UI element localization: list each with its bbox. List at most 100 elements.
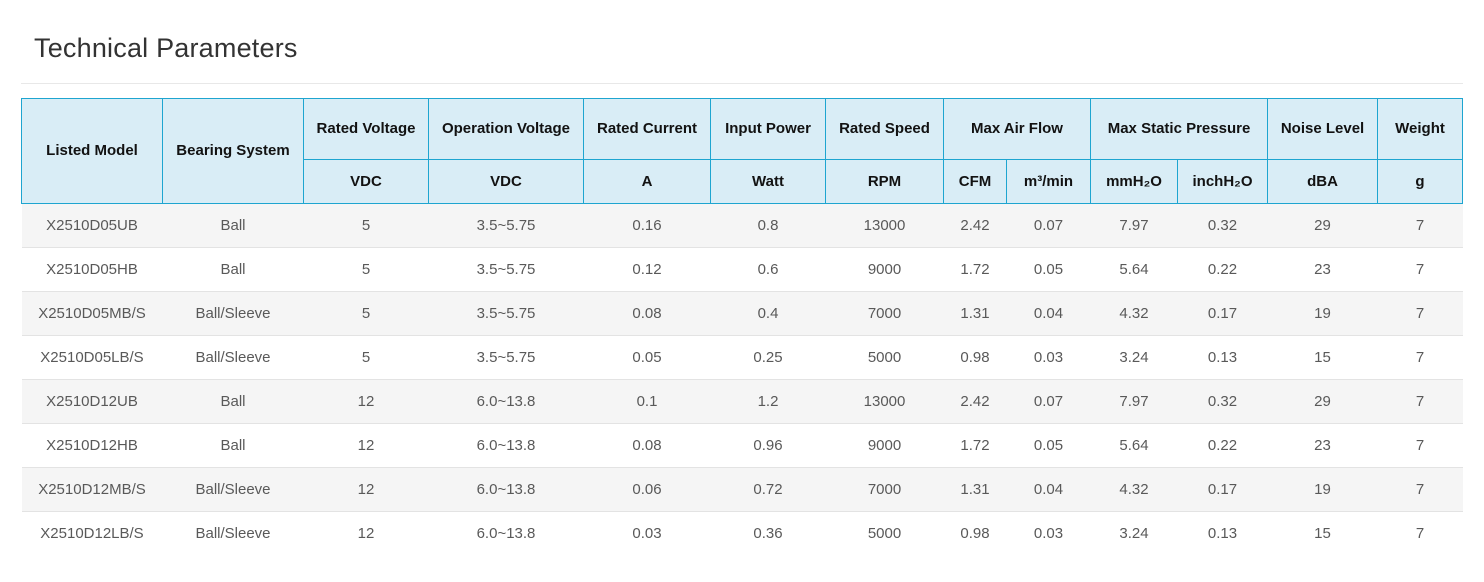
table-cell: 12 [303, 467, 429, 512]
table-cell: 7 [1377, 511, 1463, 556]
table-cell: 3.5~5.75 [476, 217, 536, 234]
unit-header: Watt [710, 159, 826, 204]
table-cell: 29 [1267, 379, 1378, 424]
column-header: Listed Model [21, 98, 163, 204]
table-cell: 0.16 [632, 217, 662, 234]
column-header: Max Static Pressure [1089, 98, 1269, 160]
table-cell: 19 [1267, 291, 1378, 336]
table-cell: 0.32 [1207, 217, 1238, 234]
table-cell: 12 [303, 423, 429, 468]
table-cell: Ball/Sleeve [162, 467, 304, 512]
column-header: Input Power [710, 98, 826, 160]
column-header: Bearing System [162, 98, 304, 204]
unit-header: m³/min [1006, 159, 1091, 204]
table-cell: 0.05 [583, 335, 711, 380]
unit-header: inchH₂O [1176, 159, 1269, 204]
table-cell: 7.97 [1119, 217, 1149, 234]
unit-header: VDC [303, 159, 429, 204]
table-cell: Ball [162, 423, 304, 468]
table-row: X2510D05HB Ball 5 3.5~5.75 0.12 0.6 9000 1.72 0.… [21, 247, 1463, 292]
table-cell: 4.32 [1090, 467, 1178, 512]
table-cell: 7 [1377, 379, 1463, 424]
title-divider [21, 83, 1463, 84]
table-cell: 0.96 [710, 423, 826, 468]
unit-header: VDC [428, 159, 584, 204]
table-cell: 4.32 [1090, 291, 1178, 336]
table-cell: 6.0~13.8 [428, 511, 584, 556]
column-header: Max Air Flow [943, 98, 1091, 160]
table-cell: 0.4 [710, 291, 826, 336]
table-cell: 6.0~13.8 [428, 379, 584, 424]
column-header: Weight [1377, 98, 1464, 160]
table-cell: 0.03 [583, 511, 711, 556]
table-cell: 0.13 [1177, 511, 1268, 556]
table-cell: 9000 [825, 247, 944, 292]
table-cell: 7 [1377, 423, 1463, 468]
table-cell: 3.5~5.75 [428, 291, 584, 336]
table-cell: 2.42 [943, 379, 1007, 424]
table-cell: 5000 [825, 335, 944, 380]
table-cell: Ball/Sleeve [162, 511, 304, 556]
table-cell: 12 [303, 379, 429, 424]
table-cell: 0.22 [1177, 423, 1268, 468]
table-cell: 0.32 [1177, 379, 1268, 424]
column-header: Rated Current [583, 98, 711, 160]
table-cell: 7000 [825, 291, 944, 336]
table-cell: Ball [220, 217, 246, 234]
table-cell: 2.42 [960, 217, 990, 234]
table-cell: 0.03 [1006, 335, 1091, 380]
column-header: Noise Level [1267, 98, 1379, 160]
table-cell: X2510D12MB/S [21, 467, 163, 512]
table-cell: X2510D05HB [21, 247, 163, 292]
table-cell: 5000 [825, 511, 944, 556]
table-cell: 3.24 [1090, 511, 1178, 556]
page-title: Technical Parameters [34, 33, 298, 63]
table-cell: 0.13 [1177, 335, 1268, 380]
table-cell: Ball [162, 379, 304, 424]
table-cell: 0.08 [583, 423, 711, 468]
table-cell: 3.5~5.75 [428, 247, 584, 292]
table-cell: 12 [303, 511, 429, 556]
table-row: X2510D05UB Ball 5 3.5~5.75 0.16 0.8 13000 2.42 0… [21, 203, 1463, 248]
table-cell: X2510D05MB/S [21, 291, 163, 336]
table-cell: 5 [361, 217, 371, 234]
table-cell: 0.08 [583, 291, 711, 336]
table-cell: Ball/Sleeve [162, 335, 304, 380]
table-cell: 0.17 [1177, 467, 1268, 512]
table-cell: 0.05 [1006, 423, 1091, 468]
table-cell: 9000 [825, 423, 944, 468]
header-label-row: Listed Model Bearing System Rated Voltage O… [21, 98, 1464, 204]
table-cell: 5 [303, 247, 429, 292]
table-cell: 23 [1267, 247, 1378, 292]
table-cell: 3.5~5.75 [428, 335, 584, 380]
table-cell: X2510D12UB [21, 379, 163, 424]
table-cell: 1.2 [710, 379, 826, 424]
table-cell: 0.07 [1006, 379, 1091, 424]
unit-header: g [1377, 159, 1464, 204]
table-cell: 1.31 [943, 467, 1007, 512]
table-cell: 0.22 [1177, 247, 1268, 292]
table-cell: 0.6 [710, 247, 826, 292]
table-cell: 0.72 [710, 467, 826, 512]
table-cell: 0.8 [757, 217, 779, 234]
technical-parameters-table: Listed Model Bearing System Rated Voltage O… [21, 98, 1464, 556]
table-cell: 5.64 [1090, 423, 1178, 468]
table-body: X2510D05UB Ball 5 3.5~5.75 0.16 0.8 13000 2.42 0… [21, 203, 1463, 556]
table-cell: 1.72 [943, 423, 1007, 468]
table-cell: 0.98 [943, 335, 1007, 380]
table-cell: 1.72 [943, 247, 1007, 292]
table-cell: X2510D05UB [46, 217, 138, 234]
unit-header: dBA [1267, 159, 1379, 204]
table-cell: Ball [162, 247, 304, 292]
unit-header: A [583, 159, 711, 204]
table-cell: 0.05 [1006, 247, 1091, 292]
table-cell: 6.0~13.8 [428, 467, 584, 512]
table-cell: 0.07 [1033, 217, 1064, 234]
table-cell: X2510D12HB [21, 423, 163, 468]
table-cell: 19 [1267, 467, 1378, 512]
table-cell: 0.06 [583, 467, 711, 512]
table-cell: 3.24 [1090, 335, 1178, 380]
table-cell: 7 [1377, 247, 1463, 292]
table-cell: 7 [1377, 467, 1463, 512]
table-cell: 7 [1377, 291, 1463, 336]
